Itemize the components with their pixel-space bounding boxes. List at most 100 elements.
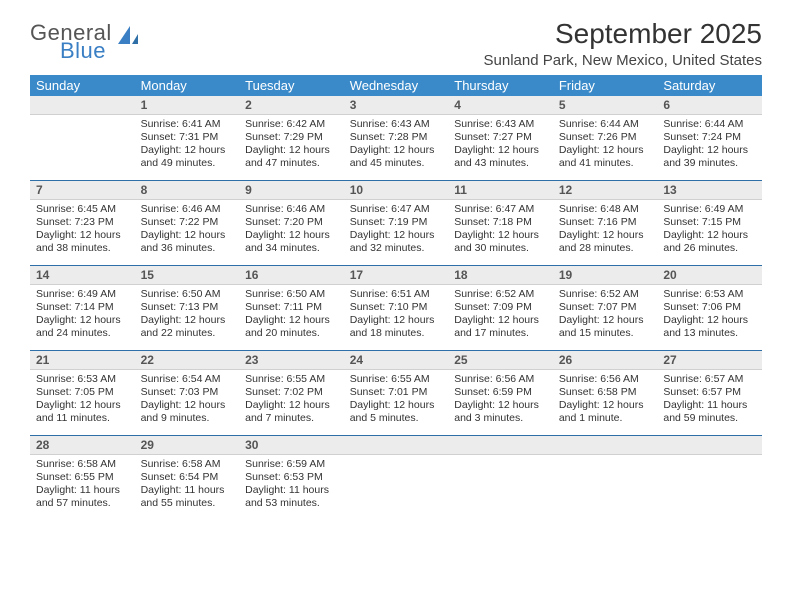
sunset-line: Sunset: 6:57 PM: [663, 386, 756, 399]
day-details: Sunrise: 6:42 AMSunset: 7:29 PMDaylight:…: [239, 115, 344, 179]
day-cell: 9Sunrise: 6:46 AMSunset: 7:20 PMDaylight…: [239, 181, 344, 266]
sunset-line: Sunset: 7:07 PM: [559, 301, 652, 314]
day-details: [553, 455, 658, 466]
sunrise-line: Sunrise: 6:59 AM: [245, 458, 338, 471]
sunset-line: Sunset: 6:59 PM: [454, 386, 547, 399]
daylight-line: Daylight: 12 hours and 26 minutes.: [663, 229, 756, 255]
day-details: Sunrise: 6:49 AMSunset: 7:15 PMDaylight:…: [657, 200, 762, 264]
calendar-page: General Blue September 2025 Sunland Park…: [0, 0, 792, 540]
sunset-line: Sunset: 7:14 PM: [36, 301, 129, 314]
sunset-line: Sunset: 7:20 PM: [245, 216, 338, 229]
sunset-line: Sunset: 7:19 PM: [350, 216, 443, 229]
day-details: [344, 455, 449, 466]
day-number: 27: [657, 351, 762, 370]
daylight-line: Daylight: 12 hours and 9 minutes.: [141, 399, 234, 425]
day-cell: [448, 436, 553, 521]
sunset-line: Sunset: 7:15 PM: [663, 216, 756, 229]
day-details: Sunrise: 6:43 AMSunset: 7:28 PMDaylight:…: [344, 115, 449, 179]
sunset-line: Sunset: 7:16 PM: [559, 216, 652, 229]
weekday-header: Wednesday: [344, 75, 449, 96]
day-number: 17: [344, 266, 449, 285]
day-cell: 17Sunrise: 6:51 AMSunset: 7:10 PMDayligh…: [344, 266, 449, 351]
day-cell: 24Sunrise: 6:55 AMSunset: 7:01 PMDayligh…: [344, 351, 449, 436]
sunrise-line: Sunrise: 6:53 AM: [663, 288, 756, 301]
logo-text-blue: Blue: [30, 40, 112, 62]
daylight-line: Daylight: 12 hours and 18 minutes.: [350, 314, 443, 340]
day-cell: 15Sunrise: 6:50 AMSunset: 7:13 PMDayligh…: [135, 266, 240, 351]
day-number: 26: [553, 351, 658, 370]
day-number: 13: [657, 181, 762, 200]
sunset-line: Sunset: 6:55 PM: [36, 471, 129, 484]
sunrise-line: Sunrise: 6:56 AM: [559, 373, 652, 386]
daylight-line: Daylight: 12 hours and 36 minutes.: [141, 229, 234, 255]
day-number: 19: [553, 266, 658, 285]
sunset-line: Sunset: 7:01 PM: [350, 386, 443, 399]
day-cell: 25Sunrise: 6:56 AMSunset: 6:59 PMDayligh…: [448, 351, 553, 436]
sunrise-line: Sunrise: 6:50 AM: [141, 288, 234, 301]
sunrise-line: Sunrise: 6:54 AM: [141, 373, 234, 386]
logo: General Blue: [30, 18, 140, 62]
day-cell: 14 Sunrise: 6:49 AMSunset: 7:14 PMDayligh…: [30, 266, 135, 351]
sunset-line: Sunset: 7:13 PM: [141, 301, 234, 314]
location-line: Sunland Park, New Mexico, United States: [484, 52, 762, 69]
sunset-line: Sunset: 7:22 PM: [141, 216, 234, 229]
day-number: 1: [135, 96, 240, 115]
day-number: [657, 436, 762, 455]
day-details: Sunrise: 6:51 AMSunset: 7:10 PMDaylight:…: [344, 285, 449, 349]
day-details: Sunrise: 6:55 AMSunset: 7:02 PMDaylight:…: [239, 370, 344, 434]
day-cell: 20Sunrise: 6:53 AMSunset: 7:06 PMDayligh…: [657, 266, 762, 351]
sunrise-line: Sunrise: 6:53 AM: [36, 373, 129, 386]
sunset-line: Sunset: 7:10 PM: [350, 301, 443, 314]
daylight-line: Daylight: 12 hours and 43 minutes.: [454, 144, 547, 170]
day-details: Sunrise: 6:47 AMSunset: 7:19 PMDaylight:…: [344, 200, 449, 264]
daylight-line: Daylight: 12 hours and 49 minutes.: [141, 144, 234, 170]
day-number: 30: [239, 436, 344, 455]
day-details: Sunrise: 6:44 AMSunset: 7:24 PMDaylight:…: [657, 115, 762, 179]
sunrise-line: Sunrise: 6:41 AM: [141, 118, 234, 131]
day-number: 11: [448, 181, 553, 200]
day-details: Sunrise: 6:48 AMSunset: 7:16 PMDaylight:…: [553, 200, 658, 264]
daylight-line: Daylight: 12 hours and 1 minute.: [559, 399, 652, 425]
sunset-line: Sunset: 7:31 PM: [141, 131, 234, 144]
day-number: [344, 436, 449, 455]
day-cell: [30, 96, 135, 180]
day-number: 16: [239, 266, 344, 285]
sunset-line: Sunset: 7:26 PM: [559, 131, 652, 144]
day-details: Sunrise: 6:41 AMSunset: 7:31 PMDaylight:…: [135, 115, 240, 179]
daylight-line: Daylight: 11 hours and 53 minutes.: [245, 484, 338, 510]
day-cell: 1Sunrise: 6:41 AMSunset: 7:31 PMDaylight…: [135, 96, 240, 180]
day-cell: 4Sunrise: 6:43 AMSunset: 7:27 PMDaylight…: [448, 96, 553, 180]
daylight-line: Daylight: 11 hours and 57 minutes.: [36, 484, 129, 510]
sunrise-line: Sunrise: 6:45 AM: [36, 203, 129, 216]
sunrise-line: Sunrise: 6:50 AM: [245, 288, 338, 301]
daylight-line: Daylight: 12 hours and 13 minutes.: [663, 314, 756, 340]
sunset-line: Sunset: 7:23 PM: [36, 216, 129, 229]
day-details: Sunrise: 6:53 AMSunset: 7:05 PMDaylight:…: [30, 370, 135, 434]
sunset-line: Sunset: 7:28 PM: [350, 131, 443, 144]
sunrise-line: Sunrise: 6:43 AM: [350, 118, 443, 131]
daylight-line: Daylight: 12 hours and 17 minutes.: [454, 314, 547, 340]
day-cell: 28Sunrise: 6:58 AMSunset: 6:55 PMDayligh…: [30, 436, 135, 521]
week-row: 1Sunrise: 6:41 AMSunset: 7:31 PMDaylight…: [30, 96, 762, 180]
day-details: [30, 115, 135, 126]
daylight-line: Daylight: 12 hours and 3 minutes.: [454, 399, 547, 425]
daylight-line: Daylight: 12 hours and 24 minutes.: [36, 314, 129, 340]
week-row: 21Sunrise: 6:53 AMSunset: 7:05 PMDayligh…: [30, 351, 762, 436]
weekday-header: Friday: [553, 75, 658, 96]
day-details: Sunrise: 6:45 AMSunset: 7:23 PMDaylight:…: [30, 200, 135, 264]
day-cell: 7Sunrise: 6:45 AMSunset: 7:23 PMDaylight…: [30, 181, 135, 266]
logo-sail-icon: [116, 24, 140, 51]
sunrise-line: Sunrise: 6:46 AM: [141, 203, 234, 216]
sunset-line: Sunset: 7:18 PM: [454, 216, 547, 229]
day-cell: 10Sunrise: 6:47 AMSunset: 7:19 PMDayligh…: [344, 181, 449, 266]
sunrise-line: Sunrise: 6:57 AM: [663, 373, 756, 386]
day-number: [448, 436, 553, 455]
day-number: 5: [553, 96, 658, 115]
day-number: 3: [344, 96, 449, 115]
sunrise-line: Sunrise: 6:49 AM: [36, 288, 129, 301]
day-details: Sunrise: 6:53 AMSunset: 7:06 PMDaylight:…: [657, 285, 762, 349]
day-number: 14: [30, 266, 135, 285]
weekday-header: Saturday: [657, 75, 762, 96]
day-cell: 30Sunrise: 6:59 AMSunset: 6:53 PMDayligh…: [239, 436, 344, 521]
weekday-header: Thursday: [448, 75, 553, 96]
